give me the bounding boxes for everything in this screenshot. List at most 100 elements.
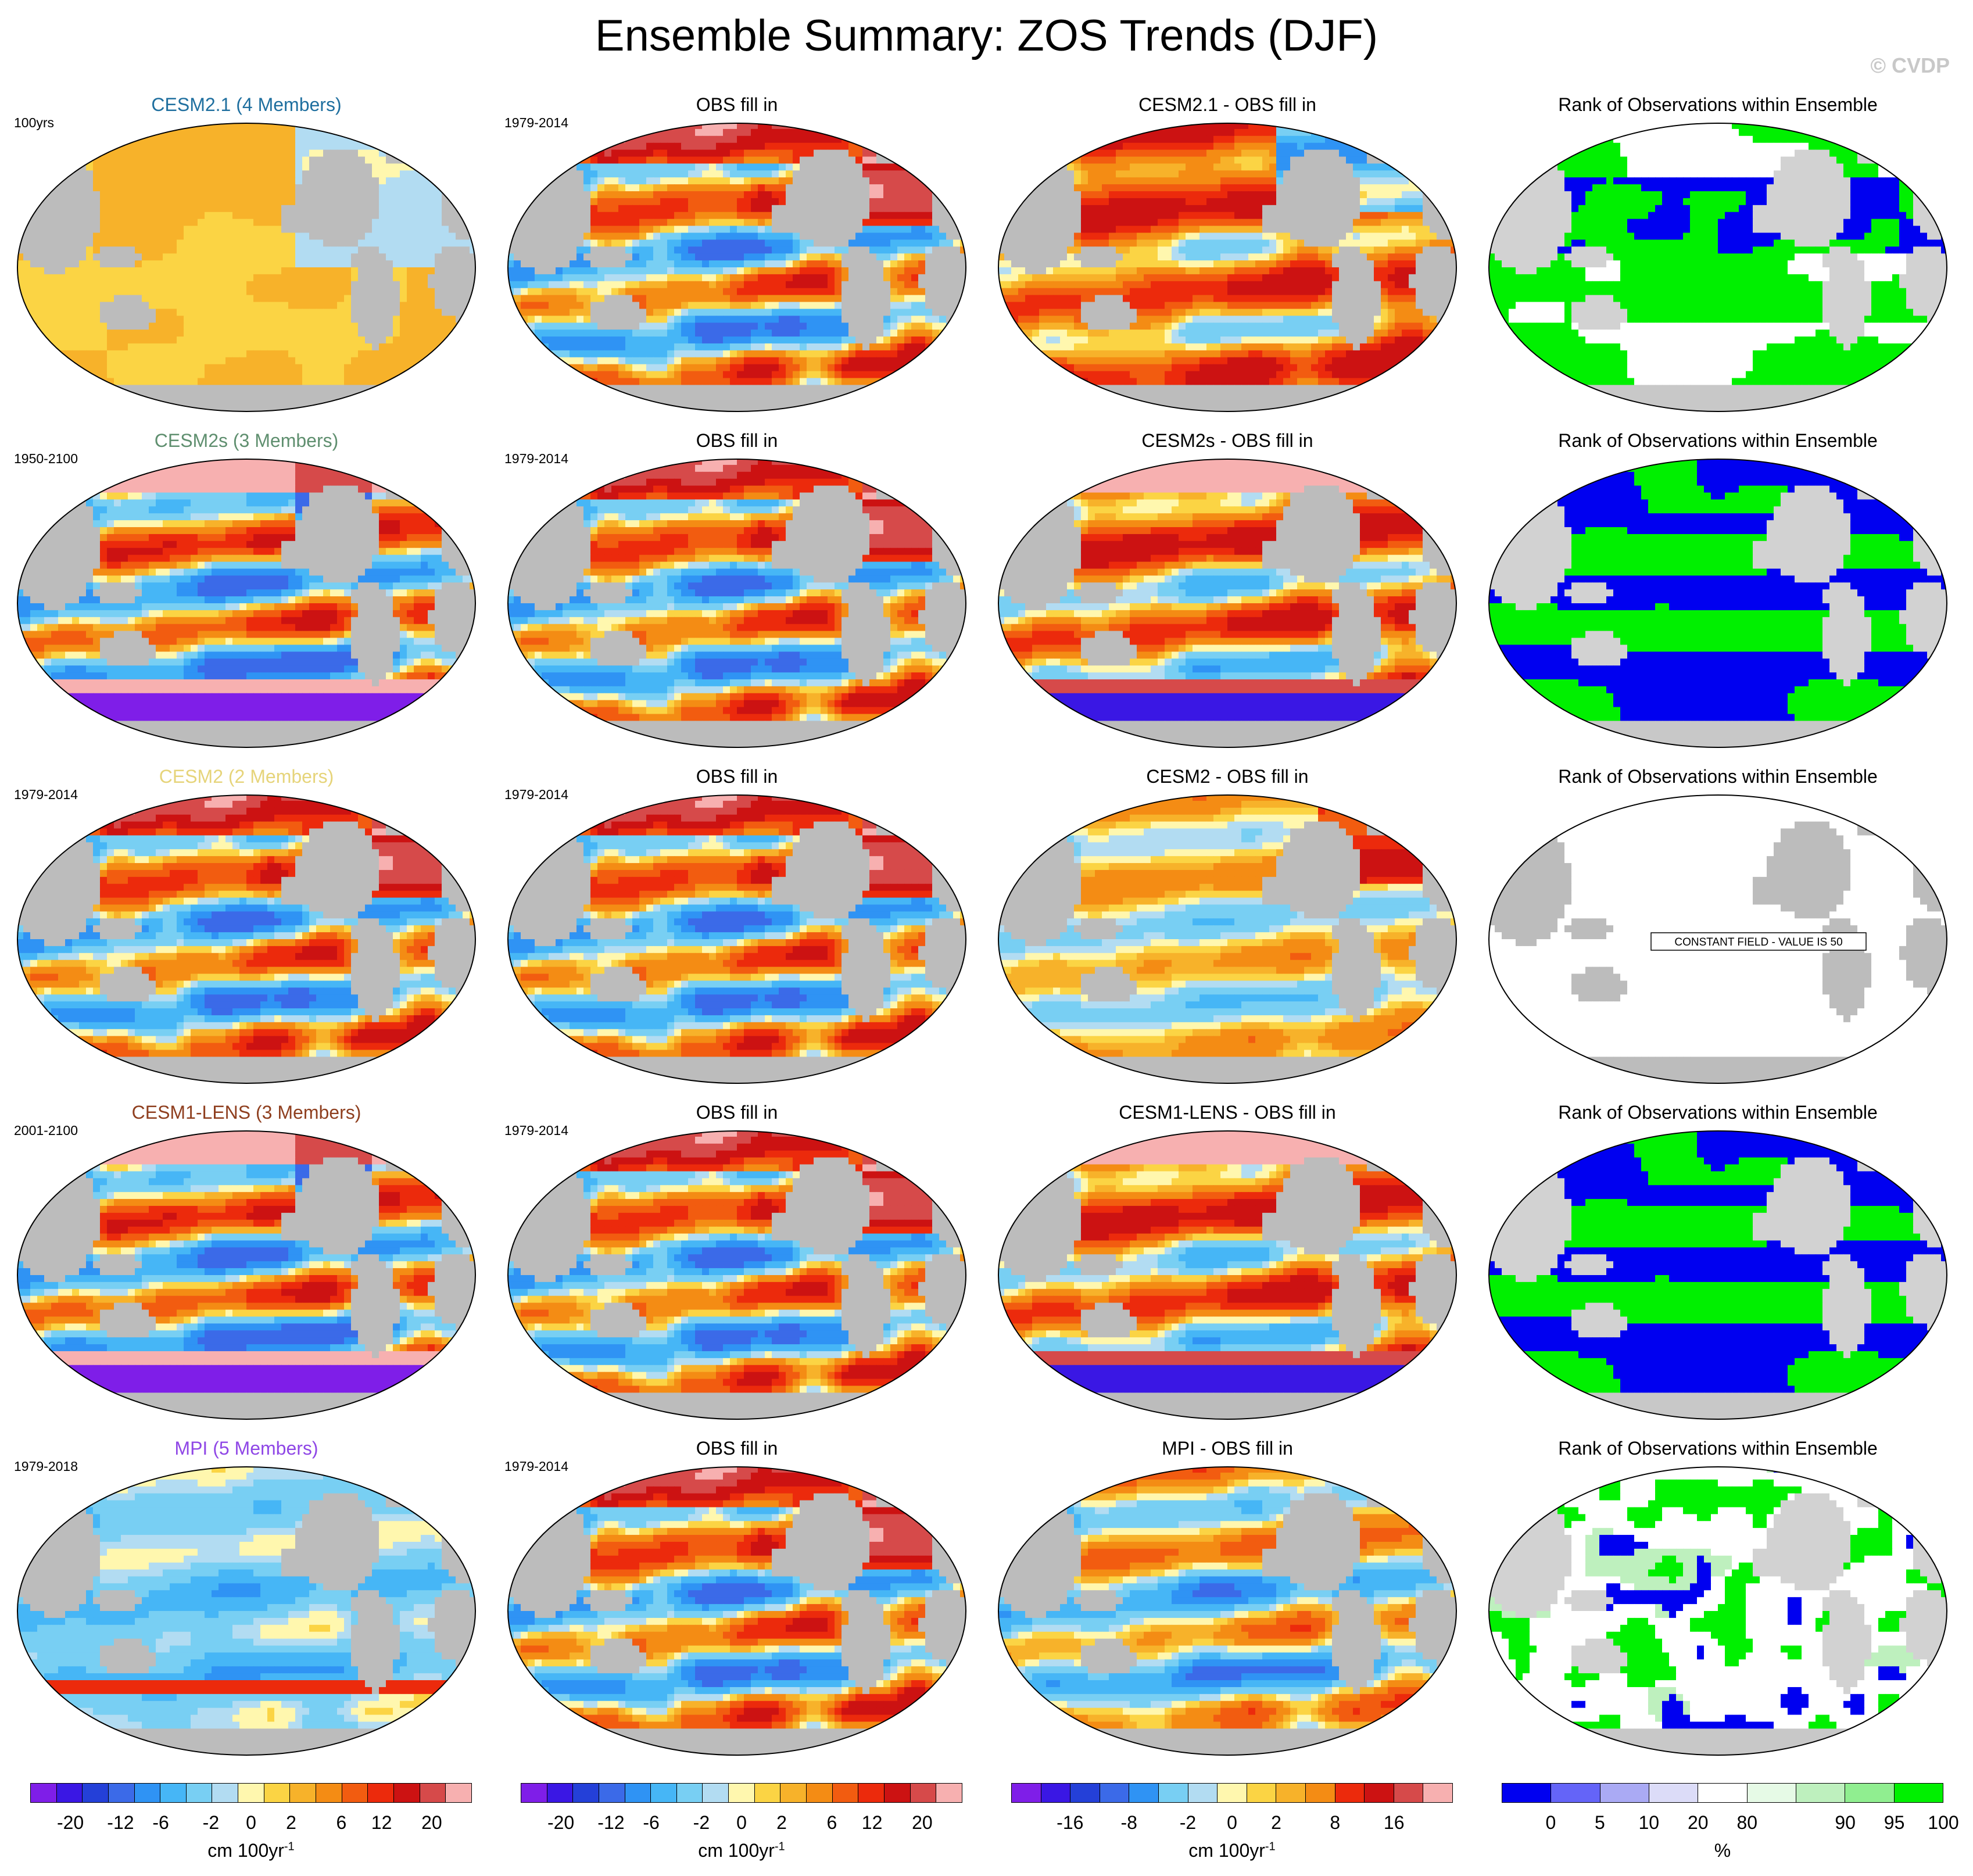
panel-diff-row1: CESM2.1 - OBS fill in [986, 94, 1469, 420]
colorbar-tick-label: -8 [1120, 1812, 1137, 1834]
panel-diff-row5: MPI - OBS fill in [986, 1438, 1469, 1763]
map-plot [997, 122, 1458, 413]
colorbar-swatch [936, 1784, 962, 1802]
colorbar-swatch [1502, 1784, 1551, 1802]
colorbar-swatch [1247, 1784, 1277, 1802]
colorbar-swatch [521, 1784, 547, 1802]
panel-title: CESM2s - OBS fill in [986, 430, 1469, 452]
colorbar-swatch [1796, 1784, 1845, 1802]
constant-field-label: CONSTANT FIELD - VALUE IS 50 [1651, 933, 1866, 950]
colorbar-swatch [420, 1784, 446, 1802]
colorbar-swatch [1129, 1784, 1159, 1802]
panel-title: MPI - OBS fill in [986, 1438, 1469, 1459]
colorbar-swatch [1100, 1784, 1130, 1802]
colorbar-tick-label: 80 [1736, 1812, 1757, 1834]
panel-title: OBS fill in [495, 430, 979, 452]
colorbar-swatch [1159, 1784, 1188, 1802]
panel-model-row4: CESM1-LENS (3 Members)2001-2100 [5, 1102, 488, 1427]
colorbar-tick-label: 100 [1928, 1812, 1958, 1834]
colorbar-swatch [160, 1784, 187, 1802]
panel-title: CESM2 - OBS fill in [986, 766, 1469, 787]
colorbar-swatch [1748, 1784, 1796, 1802]
colorbar-swatch [1423, 1784, 1452, 1802]
colorbar-swatch [1845, 1784, 1894, 1802]
colorbar-tick-label: 0 [246, 1812, 256, 1834]
colorbar-tick-label: 2 [776, 1812, 787, 1834]
map-plot [1488, 458, 1948, 749]
colorbar-swatch [1041, 1784, 1071, 1802]
colorbar-swatch [1600, 1784, 1649, 1802]
colorbar-tick-label: 20 [1688, 1812, 1709, 1834]
panel-rank-row5: Rank of Observations within Ensemble [1476, 1438, 1960, 1763]
colorbar-swatch [911, 1784, 937, 1802]
panel-rank-row2: Rank of Observations within Ensemble [1476, 430, 1960, 756]
colorbar-tick-label: 0 [1546, 1812, 1556, 1834]
colorbar-swatch [1070, 1784, 1100, 1802]
colorbar-swatch [394, 1784, 420, 1802]
units-text: cm 100yr [698, 1840, 775, 1861]
colorbar-swatch [651, 1784, 677, 1802]
map-field [1488, 1130, 1948, 1420]
map-field [507, 458, 967, 749]
map-field [1488, 122, 1948, 413]
map-field [16, 1466, 477, 1756]
panel-rank-row4: Rank of Observations within Ensemble [1476, 1102, 1960, 1427]
panel-model-row5: MPI (5 Members)1979-2018 [5, 1438, 488, 1763]
colorbar-swatch [316, 1784, 342, 1802]
map-plot [507, 122, 967, 413]
colorbar-units: cm 100yr-1 [1011, 1840, 1453, 1861]
map-plot [1488, 1130, 1948, 1420]
panel-rank-row1: Rank of Observations within Ensemble [1476, 94, 1960, 420]
colorbar-tick-label: -12 [107, 1812, 134, 1834]
panel-model-row1: CESM2.1 (4 Members)100yrs [5, 94, 488, 420]
panel-title: OBS fill in [495, 766, 979, 787]
map-field [997, 1466, 1458, 1756]
colorbar-units: % [1502, 1840, 1943, 1861]
map-field [997, 794, 1458, 1084]
panel-title: CESM2.1 (4 Members) [5, 94, 488, 116]
panel-diff-row2: CESM2s - OBS fill in [986, 430, 1469, 756]
panel-title: CESM2s (3 Members) [5, 430, 488, 452]
colorbar-strip [521, 1783, 962, 1803]
colorbar-swatch [1698, 1784, 1747, 1802]
colorbar-swatch [368, 1784, 394, 1802]
colorbar-tick-label: 90 [1835, 1812, 1856, 1834]
colorbar-swatch [547, 1784, 574, 1802]
colorbar-swatch [703, 1784, 729, 1802]
colorbar-tick-label: 2 [286, 1812, 296, 1834]
panel-diff-row3: CESM2 - OBS fill in [986, 766, 1469, 1091]
colorbar-tick-label: -20 [57, 1812, 84, 1834]
panel-title: OBS fill in [495, 1438, 979, 1459]
map-field [507, 122, 967, 413]
map-plot [507, 1130, 967, 1420]
map-plot [997, 794, 1458, 1084]
map-field [507, 1130, 967, 1420]
colorbar-swatch [1365, 1784, 1394, 1802]
panel-title: Rank of Observations within Ensemble [1476, 1438, 1960, 1459]
units-text: cm 100yr [1188, 1840, 1265, 1861]
map-plot [1488, 122, 1948, 413]
panel-title: OBS fill in [495, 94, 979, 116]
colorbar-swatch [1306, 1784, 1335, 1802]
panel-diff-row4: CESM1-LENS - OBS fill in [986, 1102, 1469, 1427]
units-text: % [1714, 1840, 1731, 1861]
map-field [16, 1130, 477, 1420]
map-field [1488, 458, 1948, 749]
colorbar-tick-label: 6 [336, 1812, 347, 1834]
colorbar-swatch [238, 1784, 264, 1802]
map-plot [16, 1130, 477, 1420]
colorbar-swatch [599, 1784, 625, 1802]
colorbar-tick-label: 20 [421, 1812, 442, 1834]
colorbar-swatch [264, 1784, 291, 1802]
colorbar-tick-label: -6 [152, 1812, 169, 1834]
panel-title: Rank of Observations within Ensemble [1476, 1102, 1960, 1123]
colorbar-swatch [885, 1784, 911, 1802]
colorbar-swatch [1895, 1784, 1943, 1802]
map-field [507, 794, 967, 1084]
map-plot [507, 794, 967, 1084]
